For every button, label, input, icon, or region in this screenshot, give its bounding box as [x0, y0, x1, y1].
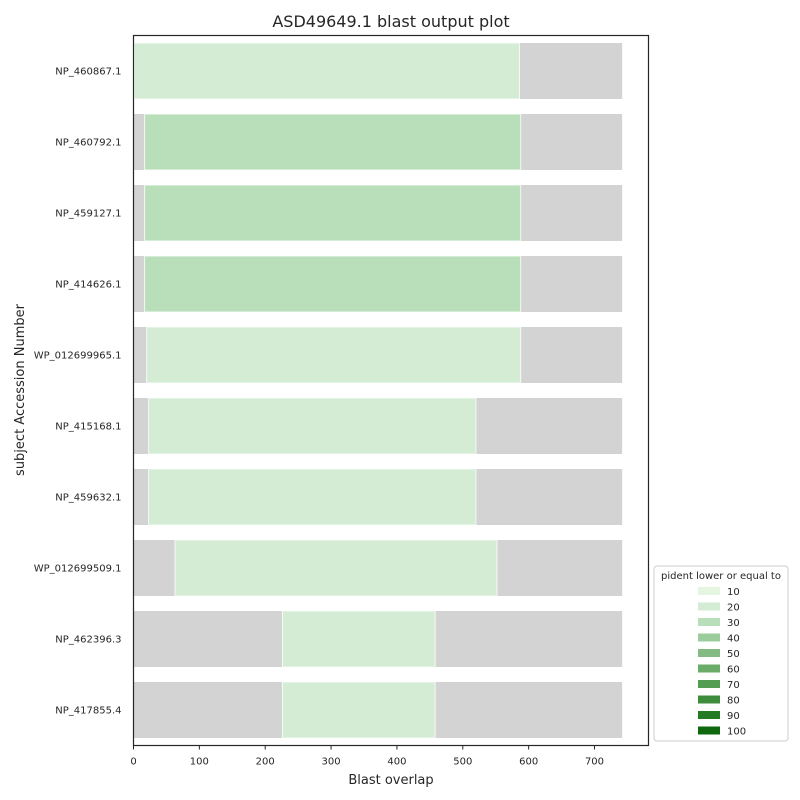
alignment-bar — [133, 42, 520, 100]
x-tick-label: 0 — [130, 757, 136, 768]
y-tick-label: WP_012699965.1 — [34, 351, 122, 362]
legend: pident lower or equal to 10 20 30 40 50 60 70 80… — [653, 565, 789, 742]
alignment-bar — [281, 610, 436, 668]
x-tick-label: 300 — [322, 757, 341, 768]
y-tick-label: NP_459127.1 — [55, 209, 121, 220]
legend-swatch — [698, 695, 720, 704]
legend-label: 50 — [727, 649, 740, 660]
alignment-bar — [144, 255, 522, 313]
alignment-bar — [144, 184, 522, 242]
legend-swatch — [698, 618, 720, 626]
legend-title: pident lower or equal to — [661, 571, 781, 582]
plot-area: NP_460867.1 NP_460792.1 NP_459127.1 NP_4146… — [34, 42, 623, 768]
legend-label: 70 — [727, 680, 740, 691]
legend-label: 40 — [727, 634, 740, 645]
y-tick-label: NP_460867.1 — [55, 67, 121, 78]
x-tick-label: 400 — [387, 757, 406, 768]
legend-swatch — [698, 633, 720, 642]
chart-title: ASD49649.1 blast output plot — [272, 12, 509, 31]
legend-swatch — [698, 711, 720, 719]
y-tick-label: NP_417855.4 — [55, 706, 121, 717]
y-tick-label: NP_460792.1 — [55, 138, 121, 149]
legend-swatch — [698, 726, 720, 735]
alignment-bar — [281, 681, 436, 739]
y-tick-label: NP_459632.1 — [55, 493, 121, 504]
x-tick-label: 100 — [190, 757, 209, 768]
legend-swatch — [698, 664, 720, 673]
x-tick-label: 600 — [519, 757, 538, 768]
legend-label: 60 — [727, 665, 740, 676]
legend-label: 30 — [727, 618, 740, 629]
alignment-bar — [148, 468, 477, 526]
y-tick-label: NP_414626.1 — [55, 280, 121, 291]
legend-label: 80 — [727, 696, 740, 707]
alignment-bar — [144, 113, 522, 171]
x-tick-label: 500 — [453, 757, 472, 768]
y-tick-label: NP_415168.1 — [55, 422, 121, 433]
legend-label: 100 — [727, 727, 746, 738]
legend-swatch — [698, 587, 720, 595]
alignment-bar — [174, 539, 498, 597]
legend-swatch — [698, 602, 720, 611]
alignment-bar — [148, 397, 477, 455]
legend-label: 20 — [727, 603, 740, 614]
x-tick-label: 200 — [256, 757, 275, 768]
alignment-bar — [146, 326, 522, 384]
plot-frame — [132, 34, 650, 747]
legend-box — [653, 565, 789, 742]
y-axis-label: subject Accession Number — [13, 303, 28, 476]
x-axis-label: Blast overlap — [348, 773, 433, 788]
x-tick-label: 700 — [585, 757, 604, 768]
y-tick-label: WP_012699509.1 — [34, 564, 122, 575]
legend-label: 90 — [727, 711, 740, 722]
legend-label: 10 — [727, 587, 740, 598]
y-tick-label: NP_462396.3 — [55, 635, 121, 646]
legend-swatch — [698, 680, 720, 688]
legend-swatch — [698, 649, 720, 657]
